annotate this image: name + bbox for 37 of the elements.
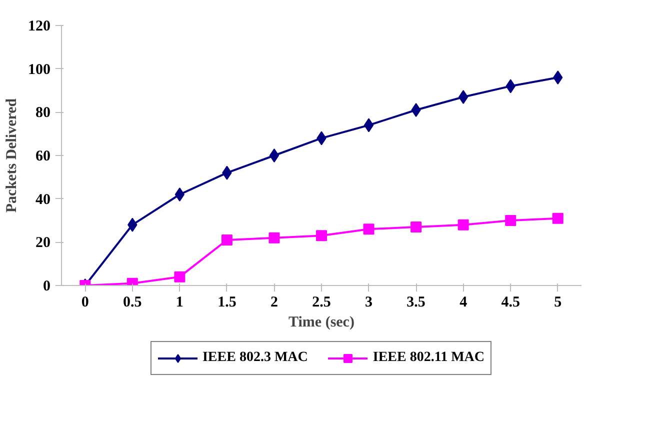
x-tick-label: 4.5 [501, 294, 520, 310]
y-tick-label: 40 [36, 192, 50, 208]
y-tick-label: 80 [36, 105, 50, 122]
point [221, 234, 232, 246]
point [410, 222, 422, 232]
point [174, 271, 186, 282]
x-tick-label: 5 [554, 294, 562, 310]
x-tick-label: 1.5 [218, 294, 236, 310]
x-tick-label: 3.5 [406, 294, 426, 310]
point [505, 215, 516, 226]
legend-label: IEEE 802.11 MAC [372, 350, 485, 366]
x-axis-title: Time (sec) [288, 314, 354, 330]
point [364, 118, 374, 132]
point [268, 232, 280, 244]
x-tick-label: 2.5 [312, 294, 331, 310]
point [174, 188, 185, 202]
x-tick-label: 1 [176, 294, 184, 310]
point [363, 224, 374, 235]
x-tick-label: 4 [460, 294, 468, 310]
y-tick-label: 100 [28, 62, 50, 78]
point [552, 212, 564, 224]
point [458, 219, 469, 230]
y-tick-label: 120 [28, 18, 50, 34]
x-tick-label: 0.5 [123, 294, 142, 310]
y-tick-label: 60 [36, 148, 50, 164]
point [411, 103, 421, 117]
point [553, 70, 563, 84]
x-tick-label: 2 [270, 294, 278, 310]
legend-label: IEEE 802.3 MAC [202, 350, 308, 366]
x-tick-label: 0 [81, 294, 89, 310]
point [269, 148, 280, 162]
y-axis-title: Packets Delivered [4, 98, 20, 213]
point [458, 90, 468, 104]
y-tick-label: 20 [36, 235, 50, 252]
y-tick-label: 0 [43, 278, 50, 294]
x-tick-label: 3 [365, 294, 373, 310]
point [316, 230, 327, 242]
